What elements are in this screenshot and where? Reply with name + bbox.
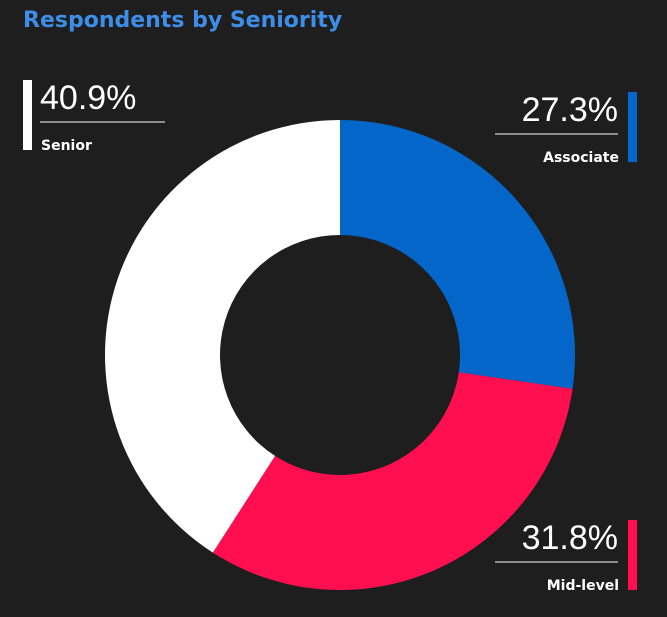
legend-bar	[23, 80, 32, 150]
donut-slice	[105, 119, 340, 553]
chart-title: Respondents by Seniority	[23, 8, 342, 33]
donut-slice	[212, 372, 573, 590]
legend-bar	[628, 92, 637, 162]
donut-slice	[340, 120, 575, 389]
category-label: Associate	[543, 150, 619, 166]
value-label: 27.3%	[522, 91, 618, 129]
category-label: Mid-level	[547, 578, 619, 594]
value-label: 40.9%	[40, 79, 136, 117]
value-label: 31.8%	[522, 519, 618, 557]
category-label: Senior	[41, 138, 92, 154]
legend-bar	[628, 520, 637, 590]
